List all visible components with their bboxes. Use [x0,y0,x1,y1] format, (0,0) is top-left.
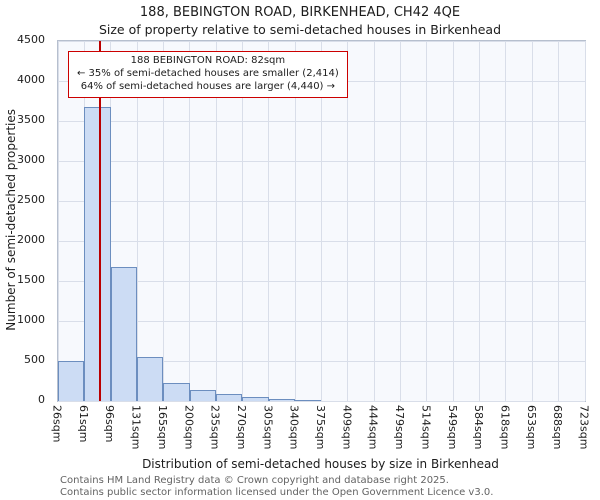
x-tick-label: 340sqm [287,405,301,450]
x-tick-label: 165sqm [155,405,169,450]
y-tick-label: 1000 [17,313,45,326]
grid-line-vertical [584,41,586,401]
grid-line-vertical [294,41,296,401]
x-tick-label: 131sqm [129,405,143,450]
histogram-bar [189,389,217,401]
chart-subtitle: Size of property relative to semi-detach… [98,22,502,37]
x-tick-label: 688sqm [551,405,565,450]
histogram-bar [242,397,269,401]
grid-line-vertical [373,41,375,401]
grid-line-vertical [57,41,59,401]
x-tick-label: 584sqm [472,405,486,450]
y-tick-label: 500 [24,353,45,366]
histogram-bar [58,361,85,401]
x-axis-ticks: 26sqm 61sqm 96sqm 131sqm 165sqm 200sqm 235sqm 2… [51,405,591,457]
marker-line [99,41,102,401]
x-tick-label: 305sqm [261,405,275,450]
grid-line-vertical [452,41,454,401]
chart-title: 188, BEBINGTON ROAD, BIRKENHEAD, CH42 4Q… [139,5,461,20]
x-tick-label: 409sqm [340,405,354,450]
x-tick-label: 479sqm [393,405,407,450]
x-tick-label: 444sqm [366,405,380,450]
annotation-line-larger: 64% of semi-detached houses are larger (… [80,81,336,93]
y-tick-label: 3500 [17,113,45,126]
annotation-box: 188 BEBINGTON ROAD: 82sqm ← 35% of semi-… [68,51,348,98]
grid-line-vertical [268,41,270,401]
x-tick-label: 653sqm [524,405,538,450]
y-tick-label: 2500 [17,193,45,206]
grid-line-horizontal [58,400,585,402]
y-tick-label: 2000 [17,233,45,246]
histogram-bar [84,107,111,401]
y-tick-label: 3000 [17,153,45,166]
x-tick-label: 375sqm [314,405,327,450]
grid-line-vertical [531,41,533,401]
x-tick-label: 26sqm [50,405,64,443]
grid-line-vertical [400,41,402,401]
x-tick-label: 723sqm [577,405,591,450]
grid-line-vertical [479,41,481,401]
y-tick-label: 1500 [17,273,45,286]
x-tick-label: 200sqm [182,405,196,450]
annotation-line-smaller: ← 35% of semi-detached houses are smalle… [77,68,339,80]
histogram-bar [295,400,322,401]
grid-line-vertical [558,41,560,401]
grid-line-vertical [241,41,243,401]
y-tick-label: 0 [38,393,45,406]
histogram-bar [216,393,243,401]
grid-line-vertical [110,41,112,401]
footer-line-1: Contains HM Land Registry data © Crown c… [60,475,449,486]
x-tick-label: 61sqm [76,405,90,443]
histogram-bar [110,267,138,401]
y-tick-label: 4000 [17,73,45,86]
grid-line-vertical [215,41,217,401]
x-axis-title: Distribution of semi-detached houses by … [142,457,499,471]
annotation-line-address: 188 BEBINGTON ROAD: 82sqm [130,55,286,66]
x-tick-label: 270sqm [234,405,248,450]
grid-line-vertical [162,41,164,401]
y-axis-ticks: 0 500 1000 1500 2000 2500 3000 3500 4000 4500 [0,33,51,406]
footer: Contains HM Land Registry data © Crown c… [60,475,493,499]
x-tick-label: 235sqm [208,405,222,450]
histogram-bar [163,383,190,401]
x-tick-label: 618sqm [498,405,512,450]
grid-line-vertical [189,41,191,401]
grid-line-vertical [347,41,349,401]
x-tick-label: 514sqm [419,405,433,450]
x-tick-label: 549sqm [445,405,459,450]
y-tick-label: 4500 [17,33,45,46]
grid-line-vertical [505,41,507,401]
grid-line-vertical [321,41,322,401]
plot-area: 188 BEBINGTON ROAD: 82sqm ← 35% of semi-… [57,40,586,402]
histogram-bar [137,357,164,401]
x-tick-label: 96sqm [103,405,117,443]
footer-line-2: Contains public sector information licen… [60,487,494,498]
histogram-bar [268,399,296,401]
grid-line-vertical [426,41,428,401]
grid-line-vertical [136,41,138,401]
